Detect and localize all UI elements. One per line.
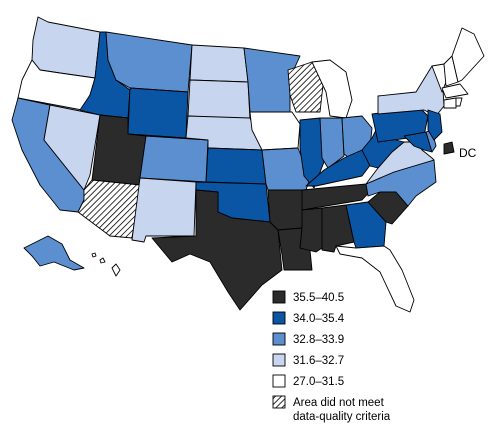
state-CT — [443, 97, 457, 109]
state-HI — [91, 252, 121, 277]
state-FL — [335, 245, 415, 313]
state-WV — [361, 125, 405, 169]
legend-label: 31.6–32.7 — [293, 355, 344, 367]
state-CO — [139, 135, 209, 183]
state-WA — [31, 16, 101, 79]
state-SD — [187, 79, 251, 121]
legend-swatch-c4 — [272, 311, 286, 325]
dc-label: DC — [459, 146, 477, 160]
state-TX — [151, 189, 283, 311]
state-MA — [441, 83, 469, 99]
state-NJ — [427, 109, 443, 141]
legend-label: 35.5–40.5 — [293, 292, 344, 304]
state-MI — [311, 59, 353, 119]
state-NY — [377, 65, 445, 117]
state-RI — [455, 97, 463, 107]
state-AR — [267, 189, 307, 231]
state-KS — [205, 147, 267, 185]
legend: 35.5–40.5 34.0–35.4 32.8–33.9 31.6–32.7 27.0… — [272, 290, 391, 423]
state-AZ — [77, 179, 141, 239]
legend-label: Area did not meet data-quality criteria — [293, 397, 391, 423]
state-IN — [319, 117, 345, 169]
state-MS — [299, 207, 323, 253]
legend-swatch-c1 — [272, 374, 286, 388]
state-ND — [189, 44, 249, 83]
legend-swatch-c2 — [272, 353, 286, 367]
state-MD — [403, 131, 433, 153]
legend-swatch-c3 — [272, 332, 286, 346]
legend-label: 27.0–31.5 — [293, 376, 344, 388]
states-layer — [11, 16, 485, 313]
state-AK — [23, 235, 85, 271]
legend-label: 34.0–35.4 — [293, 313, 345, 325]
legend-label: 32.8–33.9 — [293, 334, 344, 346]
state-WY — [127, 87, 189, 139]
state-ME — [451, 27, 485, 83]
legend-swatch-c5 — [272, 290, 286, 304]
state-DC — [443, 141, 455, 155]
legend-swatch-hatch — [272, 395, 286, 409]
state-NM — [131, 177, 197, 243]
